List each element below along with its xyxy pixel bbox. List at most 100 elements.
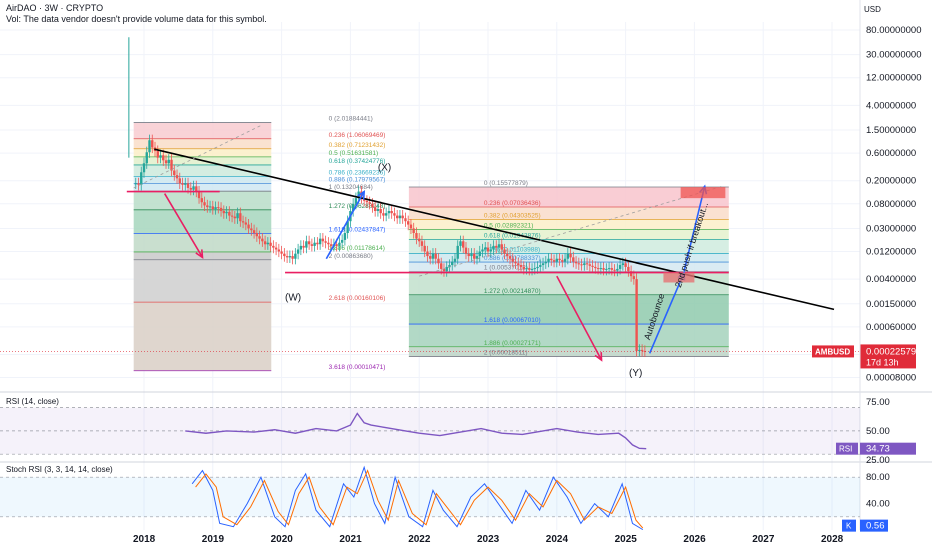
rsi-tag bbox=[836, 442, 858, 455]
candle-body bbox=[255, 233, 259, 237]
fib-left-zone bbox=[133, 302, 272, 371]
candle-body bbox=[247, 224, 250, 229]
fib-right-level-label: 0.236 (0.07036436) bbox=[484, 200, 541, 207]
price-tick-label: 4.00000000 bbox=[866, 100, 916, 111]
fib-right-level-label: 1 (0.00537012) bbox=[484, 265, 528, 272]
candle-body bbox=[365, 200, 369, 203]
price-tick-label: 0.20000000 bbox=[866, 176, 916, 187]
fib-right-level-label: 0.382 (0.04303525) bbox=[484, 212, 541, 219]
candle-body bbox=[277, 249, 281, 252]
label-w: (W) bbox=[285, 293, 301, 304]
candle-body bbox=[305, 241, 308, 248]
candle-body bbox=[162, 155, 165, 161]
candle-body bbox=[607, 268, 611, 270]
candle-body bbox=[429, 256, 432, 259]
candle-body bbox=[250, 228, 253, 231]
candle-body bbox=[547, 258, 550, 262]
rsi-tick-label: 25.00 bbox=[866, 455, 890, 466]
candle-body bbox=[566, 253, 570, 259]
candle-body bbox=[167, 159, 170, 164]
price-tick-label: 0.00060000 bbox=[866, 322, 916, 333]
candle-body bbox=[258, 236, 261, 239]
candle-body bbox=[541, 263, 545, 266]
candle-body bbox=[572, 257, 575, 262]
last-price-countdown: 17d 13h bbox=[866, 357, 899, 367]
candle-body bbox=[478, 251, 481, 257]
candle-body bbox=[387, 211, 391, 214]
arrow-up-autobounce bbox=[648, 272, 685, 354]
candle-body bbox=[241, 221, 245, 223]
candle-body bbox=[448, 265, 451, 267]
candle-body bbox=[643, 350, 647, 352]
candle-body bbox=[318, 238, 322, 245]
label-y: (Y) bbox=[629, 368, 642, 379]
candle-body bbox=[307, 241, 311, 245]
candle-body bbox=[415, 233, 418, 239]
last-price-symbol: AMBUSD bbox=[815, 347, 850, 356]
candle-body bbox=[467, 253, 470, 257]
candle-body bbox=[296, 249, 300, 254]
candle-body bbox=[462, 241, 465, 248]
candle-body bbox=[473, 253, 476, 259]
price-tick-label: 0.00400000 bbox=[866, 274, 916, 285]
candle-body bbox=[266, 242, 270, 245]
candle-body bbox=[484, 247, 487, 250]
candle-body bbox=[145, 152, 148, 164]
candle-body bbox=[440, 263, 443, 269]
candle-body bbox=[569, 253, 572, 258]
fib-left-level-label: 2 (0.00863680) bbox=[329, 253, 373, 260]
price-tick-label: 1.50000000 bbox=[866, 125, 916, 136]
price-tick-label: 80.00000000 bbox=[866, 25, 921, 36]
candle-body bbox=[137, 183, 140, 185]
candle-body bbox=[274, 247, 278, 250]
candle-body bbox=[164, 160, 168, 164]
fib-right-level-label: 0.5 (0.02892321) bbox=[484, 222, 534, 229]
candle-body bbox=[530, 268, 534, 270]
candle-body bbox=[398, 215, 402, 219]
candle-body bbox=[574, 261, 578, 264]
candle-body bbox=[294, 253, 297, 259]
candle-body bbox=[280, 251, 283, 254]
candle-body bbox=[555, 258, 558, 262]
candle-body bbox=[610, 268, 614, 270]
candle-body bbox=[228, 211, 231, 216]
fib-left-level-label: 0 (2.01884441) bbox=[329, 116, 373, 123]
stoch-line-k bbox=[191, 465, 644, 531]
candle-body bbox=[464, 247, 468, 254]
fib-left-level-label: 0.5 (0.51631581) bbox=[329, 150, 379, 157]
fib-right-zone bbox=[408, 187, 729, 207]
candle-body bbox=[269, 242, 272, 246]
candle-body bbox=[437, 258, 440, 264]
candle-body bbox=[197, 191, 201, 199]
arrow-down-left-head bbox=[195, 249, 204, 259]
candle-body bbox=[244, 222, 248, 225]
price-tick-label: 12.00000000 bbox=[866, 73, 921, 84]
stoch-line-d bbox=[195, 469, 644, 529]
candle-body bbox=[459, 241, 462, 246]
currency-label: USD bbox=[864, 5, 881, 14]
candle-body bbox=[585, 263, 589, 265]
candle-body bbox=[178, 178, 181, 184]
candle-body bbox=[544, 261, 547, 264]
fib-right-zone bbox=[408, 324, 729, 347]
candle-body bbox=[217, 207, 220, 209]
arrow-up-left bbox=[325, 191, 365, 260]
candle-body bbox=[602, 268, 605, 270]
candle-body bbox=[423, 245, 426, 252]
time-tick-label: 2025 bbox=[615, 534, 638, 545]
candle-body bbox=[175, 175, 179, 179]
candle-body bbox=[511, 258, 514, 262]
candle-body bbox=[618, 265, 622, 269]
candle-body bbox=[299, 245, 303, 250]
candle-body bbox=[310, 244, 314, 246]
trendline-dashed-right bbox=[419, 185, 723, 277]
time-tick-label: 2023 bbox=[477, 534, 500, 545]
candle-body bbox=[134, 183, 137, 185]
candle-body bbox=[208, 206, 212, 208]
candle-body bbox=[497, 244, 501, 248]
candle-body bbox=[382, 213, 385, 216]
candle-body bbox=[596, 268, 600, 270]
stoch-tag bbox=[842, 519, 856, 532]
candle-body bbox=[640, 349, 644, 351]
